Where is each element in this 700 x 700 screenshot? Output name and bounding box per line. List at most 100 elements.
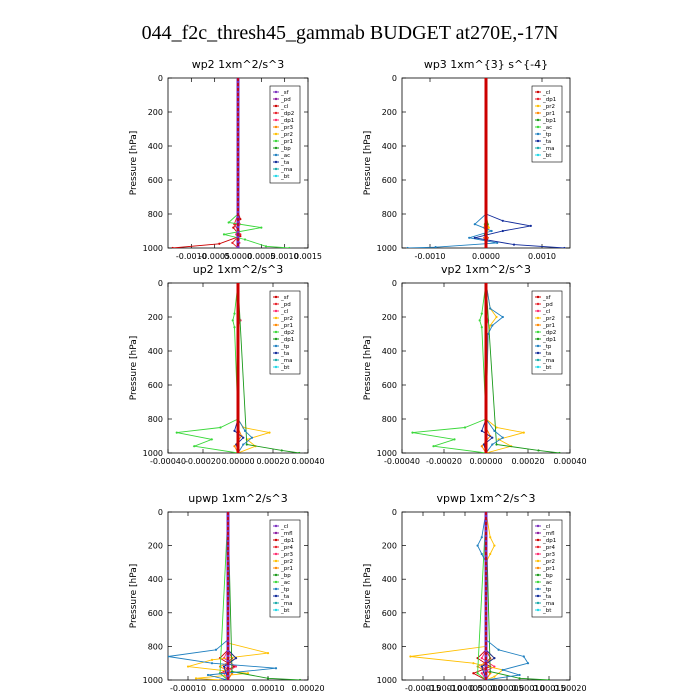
series-point_dp2 xyxy=(480,312,483,315)
legend-label: _tp xyxy=(542,344,552,350)
series-point_tp xyxy=(487,332,490,336)
series-point_dp2 xyxy=(175,431,178,434)
series-point_tp xyxy=(210,662,214,665)
legend-marker xyxy=(274,566,278,570)
series-point_pr2 xyxy=(266,652,270,655)
legend-marker xyxy=(536,146,540,150)
legend-label: _ma xyxy=(542,358,554,364)
legend-label: _pr2 xyxy=(542,559,555,565)
legend-label: _sf xyxy=(280,90,290,96)
legend: _sf_pd_cl_pr2_pr1_dp2_dp1_tp_ta_ma_bt xyxy=(531,290,563,375)
legend-label: _ta xyxy=(542,139,551,145)
legend-marker xyxy=(536,594,540,598)
series-point_dp2 xyxy=(233,312,236,315)
plot-frame xyxy=(167,511,309,681)
series-point_tp xyxy=(491,443,494,446)
legend-label: _ma xyxy=(280,358,292,364)
x-tick-label: -0.00015 xyxy=(405,684,441,693)
series-point_ta xyxy=(491,436,494,439)
legend-label: _bt xyxy=(280,174,290,180)
x-tick-label: -0.00040 xyxy=(384,457,420,466)
legend-label: _pr3 xyxy=(280,552,294,558)
x-tick-label: -0.0010 xyxy=(176,252,207,261)
series-group xyxy=(175,283,301,453)
legend-label: _mfl xyxy=(542,531,555,537)
legend-marker xyxy=(274,601,278,605)
legend-marker xyxy=(536,531,540,535)
legend-label: _sf xyxy=(280,295,290,301)
series-point_pr3 xyxy=(480,657,483,660)
legend-label: _pr2 xyxy=(280,132,293,138)
legend-marker xyxy=(274,337,278,341)
y-tick-label: 600 xyxy=(148,609,163,618)
series-line_pr2 xyxy=(187,512,269,680)
series-point_tp xyxy=(206,673,210,677)
legend-label: _cl xyxy=(542,524,551,530)
y-tick-label: 400 xyxy=(148,575,163,584)
series-point_pr2 xyxy=(522,431,525,434)
series-point_pr1 xyxy=(222,233,226,236)
y-tick-label: 800 xyxy=(148,642,163,651)
legend-label: _dp1 xyxy=(542,337,556,343)
series-point_bp xyxy=(266,677,270,680)
series-point_cl xyxy=(239,218,242,221)
legend-marker xyxy=(274,132,278,136)
y-tick-label: 800 xyxy=(382,642,397,651)
series-point_ta xyxy=(482,443,485,446)
y-tick-label: 400 xyxy=(148,347,163,356)
series-point_tp xyxy=(518,673,521,677)
series-point_tp xyxy=(250,436,254,439)
series-line_dp1 xyxy=(485,283,560,453)
legend-marker xyxy=(274,573,278,577)
x-tick-label: 0.00010 xyxy=(511,684,544,693)
legend-label: _ta xyxy=(280,351,289,357)
series-point_tp xyxy=(501,436,504,439)
series-point_dp1 xyxy=(472,672,475,675)
series-point_tp xyxy=(480,536,483,539)
legend-marker xyxy=(536,552,540,556)
series-point_tp xyxy=(243,429,247,432)
series-point_pr2 xyxy=(489,552,492,556)
x-tick-label: 0.00000 xyxy=(211,684,244,693)
legend-label: _pd xyxy=(280,97,291,103)
series-point_tp xyxy=(501,668,504,672)
y-tick-label: 800 xyxy=(148,210,163,219)
series-point_ta xyxy=(242,436,245,439)
series-point_dp2 xyxy=(432,445,435,448)
legend-label: _dp1 xyxy=(542,538,556,544)
series-point_dp2 xyxy=(463,426,467,429)
y-tick-label: 200 xyxy=(148,542,163,551)
legend-label: _pr2 xyxy=(542,104,555,110)
legend-label: _ac xyxy=(280,153,290,159)
legend: _sf_pd_cl_pr2_pr1_dp2_dp1_tp_ta_ma_bt xyxy=(269,290,301,375)
legend-marker xyxy=(274,531,278,535)
legend: _cl_dp1_pr2_pr1_bp1_ac_tp_ta_ma_bt xyxy=(531,85,563,163)
legend-label: _mfl xyxy=(280,531,293,537)
series-group xyxy=(168,512,302,680)
series-point_pr3 xyxy=(234,665,238,668)
series-point_ac xyxy=(476,672,479,675)
series-point_dp2 xyxy=(411,431,414,434)
legend-label: _pr1 xyxy=(280,139,293,145)
legend-label: _pr1 xyxy=(542,323,555,329)
series-point_pr1 xyxy=(489,672,492,675)
legend-label: _cl xyxy=(280,104,289,110)
series-line_bp xyxy=(227,512,301,680)
legend-marker xyxy=(536,601,540,605)
x-tick-label: 0.00040 xyxy=(291,457,324,466)
series-point_ta xyxy=(233,429,236,432)
legend-marker xyxy=(536,580,540,584)
legend-label: _pd xyxy=(280,302,291,308)
series-point_pr2 xyxy=(489,536,492,539)
legend-label: _tp xyxy=(542,132,552,138)
legend-marker xyxy=(274,302,278,306)
y-tick-label: 400 xyxy=(382,142,397,151)
legend-label: _bt xyxy=(280,608,290,614)
legend-label: _pr4 xyxy=(280,545,294,551)
legend-marker xyxy=(536,90,540,94)
series-group xyxy=(409,512,551,680)
y-axis-label: Pressure [hPa] xyxy=(129,336,139,401)
legend-marker xyxy=(274,111,278,115)
x-tick-label: 0.0010 xyxy=(528,252,556,261)
